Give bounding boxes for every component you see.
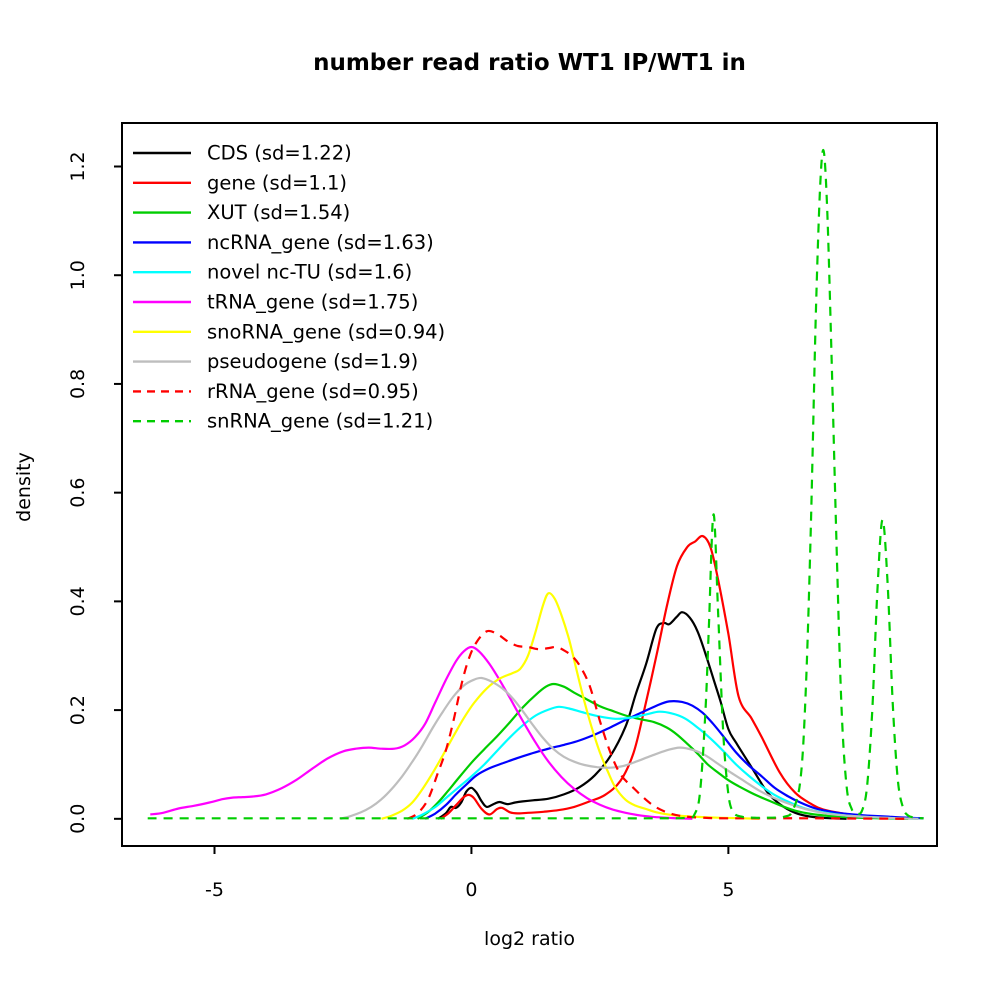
x-tick-label: 0 xyxy=(465,879,477,901)
y-tick-label: 0.6 xyxy=(67,478,89,508)
y-tick-label: 0.8 xyxy=(67,369,89,399)
curve-ncRNA_gene xyxy=(424,700,924,820)
legend-label-tRNA_gene: tRNA_gene (sd=1.75) xyxy=(207,291,418,314)
chart-title: number read ratio WT1 IP/WT1 in xyxy=(313,50,746,76)
legend-label-snRNA_gene: snRNA_gene (sd=1.21) xyxy=(207,410,433,433)
legend: CDS (sd=1.22) gene (sd=1.1) XUT (sd=1.54) n… xyxy=(133,142,445,433)
legend-label-ncRNA_gene: ncRNA_gene (sd=1.63) xyxy=(207,231,434,254)
curve-gene xyxy=(439,534,909,820)
curve-snRNA_gene xyxy=(147,149,924,820)
legend-label-pseudogene: pseudogene (sd=1.9) xyxy=(207,350,418,373)
curve-CDS xyxy=(437,611,847,820)
x-tick-label: 5 xyxy=(722,879,734,901)
curve-rRNA_gene xyxy=(406,629,909,820)
curve-pseudogene xyxy=(340,676,919,820)
plot-box xyxy=(121,122,938,847)
curve-tRNA_gene xyxy=(150,645,693,820)
y-tick-label: 0.2 xyxy=(67,695,89,725)
x-tick-label: -5 xyxy=(205,879,224,901)
curve-snoRNA_gene xyxy=(381,591,760,820)
legend-label-gene: gene (sd=1.1) xyxy=(207,171,347,194)
y-tick-label: 1.0 xyxy=(67,260,89,290)
curve-XUT xyxy=(416,682,909,820)
legend-label-novel-nc-TU: novel nc-TU (sd=1.6) xyxy=(207,261,412,284)
legend-label-rRNA_gene: rRNA_gene (sd=0.95) xyxy=(207,380,419,403)
y-tick-label: 0.4 xyxy=(67,586,89,616)
y-tick-label: 0.0 xyxy=(67,804,89,834)
legend-label-CDS: CDS (sd=1.22) xyxy=(207,142,352,165)
legend-label-XUT: XUT (sd=1.54) xyxy=(207,201,350,224)
x-axis-title: log2 ratio xyxy=(484,928,575,950)
legend-label-snoRNA_gene: snoRNA_gene (sd=0.94) xyxy=(207,320,445,343)
curve-novel-nc-TU xyxy=(411,705,919,820)
y-tick-label: 1.2 xyxy=(67,151,89,181)
